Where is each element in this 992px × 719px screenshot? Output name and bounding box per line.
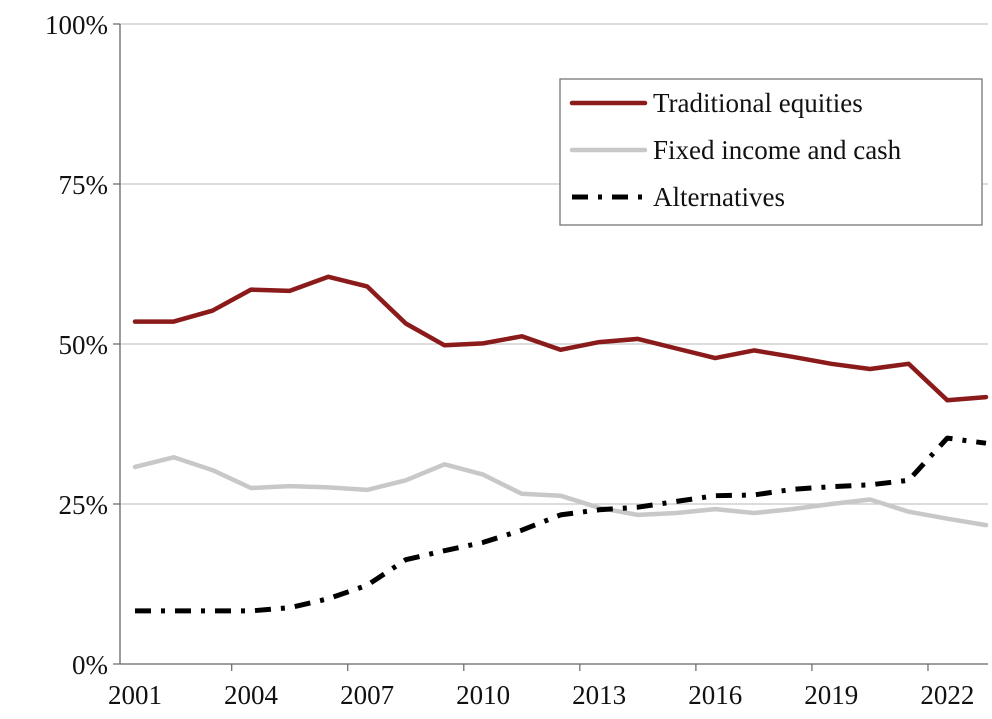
x-tick-label: 2019 [804, 680, 858, 710]
y-tick-label: 100% [45, 10, 108, 40]
x-tick-label: 2001 [108, 680, 162, 710]
series-lines [132, 274, 989, 614]
y-tick-label: 0% [72, 650, 108, 680]
series-line-alternatives [135, 435, 987, 614]
legend-label: Alternatives [653, 182, 785, 212]
x-axis-ticks: 2001 2004 2007 2010 2013 2016 2019 2022 [108, 664, 974, 710]
legend-label: Traditional equities [653, 88, 863, 118]
x-tick-label: 2022 [920, 680, 974, 710]
x-tick-label: 2004 [224, 680, 279, 710]
legend-label: Fixed income and cash [653, 135, 902, 165]
x-tick-label: 2013 [572, 680, 626, 710]
legend: Traditional equities Fixed income and cas… [559, 78, 983, 226]
y-tick-label: 25% [59, 490, 109, 520]
y-axis-ticks: 0% 25% 50% 75% 100% [45, 10, 120, 680]
series-line-fixed-income-and-cash [132, 455, 989, 528]
x-tick-label: 2010 [456, 680, 510, 710]
y-tick-label: 75% [59, 170, 109, 200]
x-tick-label: 2007 [340, 680, 394, 710]
y-tick-label: 50% [59, 330, 109, 360]
series-line-traditional-equities [132, 274, 989, 403]
x-tick-label: 2016 [688, 680, 742, 710]
